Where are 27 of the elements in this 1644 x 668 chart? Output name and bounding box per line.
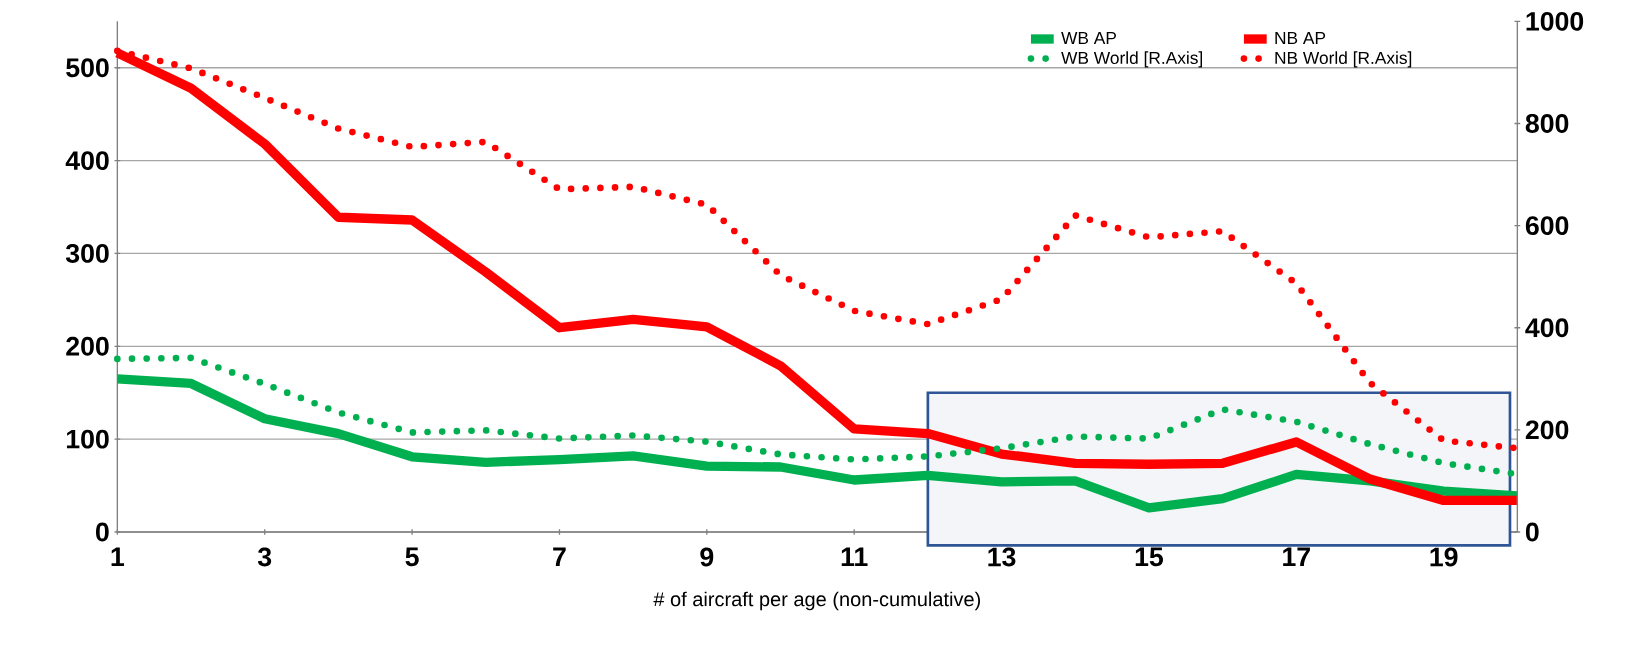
x-axis-title: # of aircraft per age (non-cumulative) [653,591,981,611]
x-tick-label: 1 [111,547,125,566]
y2-tick-label: 0 [1525,522,1539,542]
y2-tick-label: 400 [1525,318,1569,338]
y-tick-label: 400 [65,151,109,171]
x-tick-label: 5 [405,547,419,567]
y2-tick-label: 1000 [1526,11,1584,31]
legend-label: NB AP [1275,32,1326,44]
x-tick-label: 7 [553,547,566,566]
x-tick-label: 19 [1430,547,1458,567]
x-tick-label: 3 [257,547,272,567]
legend-label: WB World [R.Axis] [1061,51,1203,68]
y2-tick-label: 600 [1525,216,1569,236]
x-tick-label: 17 [1283,547,1310,566]
x-tick-label: 11 [841,547,868,566]
x-tick-label: 15 [1135,547,1164,567]
legend-label: NB World [R.Axis] [1275,51,1412,68]
y-tick-label: 100 [66,429,109,449]
y-tick-label: 0 [96,522,109,542]
x-tick-label: 13 [988,547,1016,567]
y-tick-label: 500 [66,58,109,78]
legend-label: WB AP [1061,32,1116,44]
y2-tick-label: 200 [1525,420,1569,440]
x-tick-label: 9 [700,547,714,567]
y2-tick-label: 800 [1525,114,1569,133]
y-tick-label: 200 [66,336,109,356]
y-tick-label: 300 [65,244,109,263]
